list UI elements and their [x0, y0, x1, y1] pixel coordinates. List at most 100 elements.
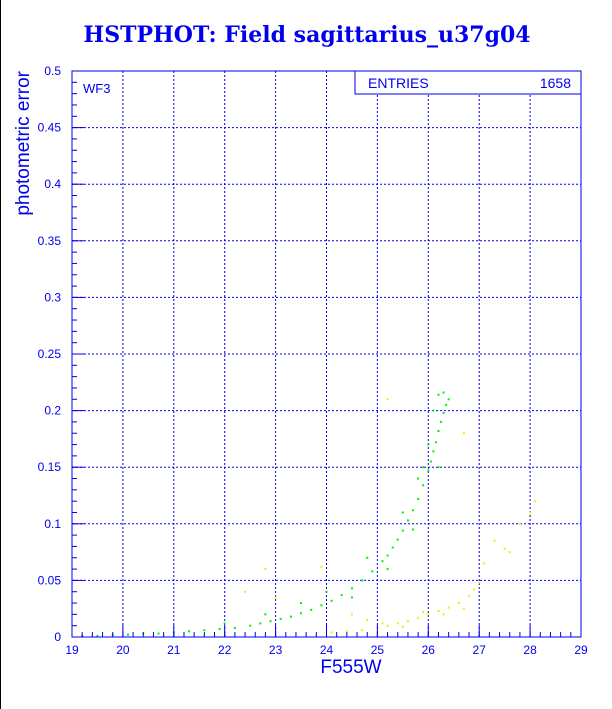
data-point-green	[188, 630, 191, 633]
panel-label: WF3	[83, 81, 110, 96]
data-point-green	[429, 460, 432, 463]
data-point-yellow	[381, 622, 384, 625]
data-point-green	[417, 497, 420, 500]
x-tick-label: 24	[320, 643, 334, 657]
data-point-green	[96, 634, 99, 637]
x-tick-label: 27	[473, 643, 487, 657]
data-point-green	[422, 484, 425, 487]
data-point-green	[381, 560, 384, 563]
data-point-green	[401, 511, 404, 514]
data-point-yellow	[437, 609, 440, 612]
data-point-green	[434, 441, 437, 444]
data-point-yellow	[345, 630, 348, 633]
data-point-green	[310, 608, 313, 611]
data-point-yellow	[468, 595, 471, 598]
x-tick-label: 20	[116, 643, 130, 657]
x-axis-title: F555W	[320, 657, 381, 678]
data-point-green	[330, 599, 333, 602]
data-point-green	[340, 594, 343, 597]
stats-box	[354, 70, 582, 95]
y-tick-label: 0.05	[38, 573, 62, 587]
stats-value: 1658	[540, 75, 571, 91]
data-point-green	[386, 554, 389, 557]
x-tick-label: 21	[167, 643, 181, 657]
data-point-yellow	[274, 596, 277, 599]
data-point-green	[432, 409, 435, 412]
data-point-yellow	[473, 588, 476, 591]
data-point-green	[442, 391, 445, 394]
x-tick-label: 29	[574, 643, 588, 657]
data-point-yellow	[534, 500, 537, 503]
data-point-yellow	[401, 625, 404, 628]
y-tick-label: 0.45	[38, 121, 62, 135]
data-point-green	[203, 629, 206, 632]
chart-title: HSTPHOT: Field sagittarius_u37g04	[83, 22, 531, 48]
stats-label: ENTRIES	[368, 75, 429, 91]
data-point-green	[157, 632, 160, 635]
data-point-green	[300, 602, 303, 605]
data-point-green	[264, 613, 267, 616]
data-point-yellow	[386, 624, 389, 627]
data-point-green	[427, 443, 430, 446]
y-tick-label: 0.2	[44, 404, 61, 418]
data-point-yellow	[330, 631, 333, 634]
data-point-green	[440, 420, 443, 423]
data-point-green	[279, 617, 282, 620]
y-tick-label: 0.15	[38, 460, 62, 474]
data-point-yellow	[244, 590, 247, 593]
data-point-green	[447, 398, 450, 401]
data-point-green	[289, 615, 292, 618]
data-point-yellow	[483, 562, 486, 565]
data-point-green	[126, 633, 129, 636]
data-point-yellow	[350, 613, 353, 616]
data-point-green	[269, 620, 272, 623]
data-point-yellow	[508, 551, 511, 554]
data-point-green	[406, 519, 409, 522]
data-point-yellow	[503, 547, 506, 550]
y-tick-label: 0.4	[44, 177, 61, 191]
data-point-yellow	[462, 607, 465, 610]
data-point-green	[417, 477, 420, 480]
y-tick-label: 0.3	[44, 290, 61, 304]
y-axis-title: photometric error	[13, 70, 34, 215]
data-point-yellow	[462, 432, 465, 435]
x-tick-label: 23	[269, 643, 283, 657]
data-point-yellow	[264, 568, 267, 571]
y-tick-label: 0.1	[44, 517, 61, 531]
data-point-green	[437, 466, 440, 469]
data-point-green	[223, 622, 226, 625]
data-point-green	[218, 628, 221, 631]
data-point-yellow	[417, 616, 420, 619]
data-point-green	[361, 579, 364, 582]
data-point-green	[412, 509, 415, 512]
data-point-yellow	[457, 602, 460, 605]
data-point-green	[412, 528, 415, 531]
data-point-green	[249, 624, 252, 627]
data-point-green	[422, 466, 425, 469]
data-point-green	[366, 556, 369, 559]
data-point-yellow	[320, 565, 323, 568]
data-point-green	[437, 429, 440, 432]
y-tick-label: 0.25	[38, 347, 62, 361]
data-point-yellow	[361, 629, 364, 632]
data-point-yellow	[386, 398, 389, 401]
data-point-yellow	[406, 620, 409, 623]
data-point-yellow	[478, 581, 481, 584]
y-tick-label: 0	[54, 630, 61, 644]
x-tick-label: 19	[65, 643, 79, 657]
data-point-green	[320, 604, 323, 607]
data-point-green	[391, 546, 394, 549]
data-point-green	[371, 570, 374, 573]
data-point-yellow	[366, 619, 369, 622]
data-point-yellow	[427, 613, 430, 616]
data-point-green	[432, 450, 435, 453]
data-point-green	[437, 393, 440, 396]
data-point-yellow	[493, 539, 496, 542]
data-point-yellow	[422, 611, 425, 614]
data-point-yellow	[529, 511, 532, 514]
data-point-green	[445, 403, 448, 406]
data-point-yellow	[447, 606, 450, 609]
data-point-green	[350, 587, 353, 590]
data-point-yellow	[442, 613, 445, 616]
